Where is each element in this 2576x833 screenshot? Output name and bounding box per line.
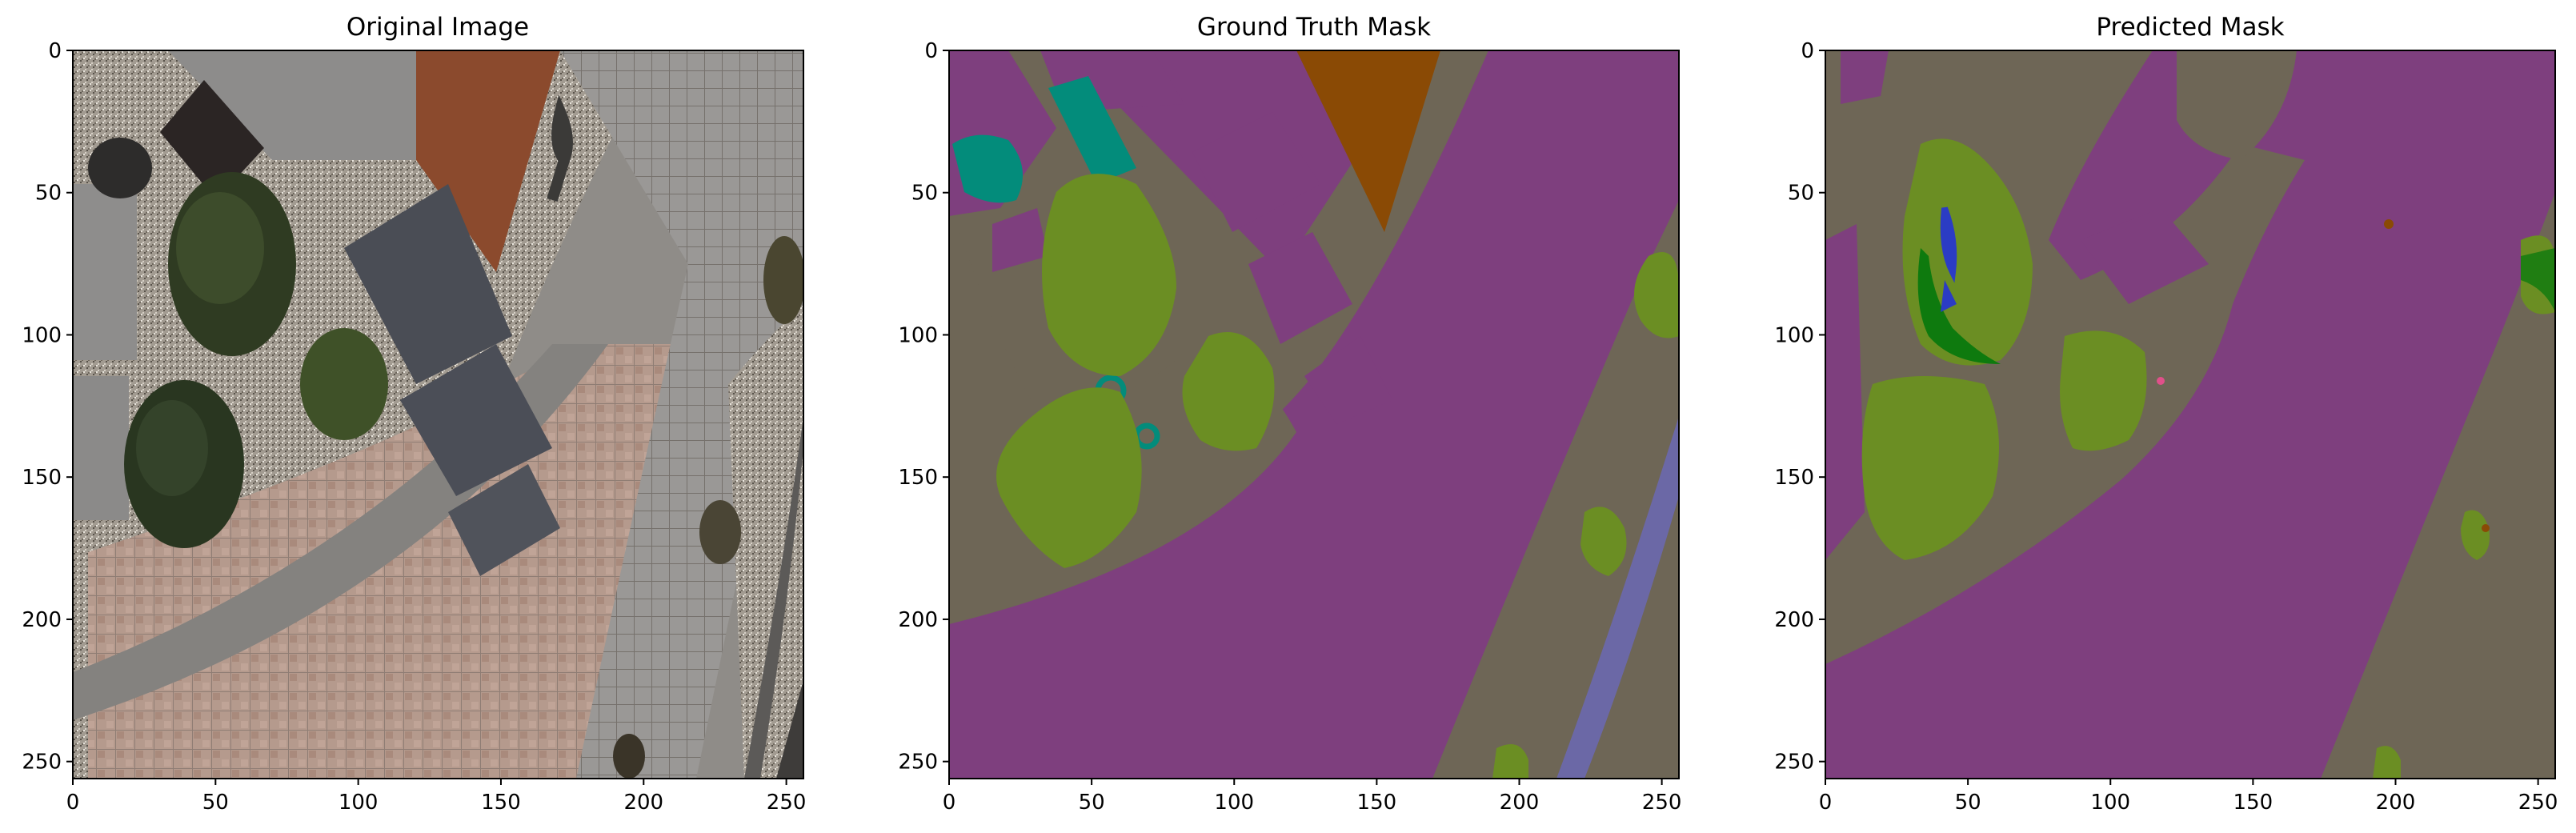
y-axis-ticks: 0 50 100 150 200 250 bbox=[1774, 39, 1825, 775]
y-tick-label: 200 bbox=[898, 608, 938, 632]
right-paved-strip bbox=[2321, 192, 2555, 779]
panel-predicted-mask: Predicted Mask bbox=[1774, 13, 2558, 815]
chart-title: Predicted Mask bbox=[2096, 13, 2284, 42]
chart-title: Original Image bbox=[347, 13, 529, 42]
x-tick-label: 100 bbox=[1214, 791, 1254, 815]
teal-region bbox=[1048, 76, 1136, 184]
y-tick-label: 200 bbox=[22, 608, 62, 632]
y-axis-ticks: 0 50 100 150 200 250 bbox=[22, 39, 73, 775]
x-tick-label: 0 bbox=[66, 791, 80, 815]
vegetation-region bbox=[1042, 174, 1176, 376]
y-tick-label: 250 bbox=[22, 751, 62, 775]
y-axis-ticks: 0 50 100 150 200 250 bbox=[898, 39, 949, 775]
x-axis-ticks: 0 50 100 150 200 250 bbox=[66, 779, 807, 815]
right-paved-strip bbox=[560, 50, 803, 779]
y-tick-label: 100 bbox=[22, 323, 62, 347]
y-tick-label: 250 bbox=[1774, 751, 1814, 775]
x-tick-label: 150 bbox=[2233, 791, 2274, 815]
x-tick-label: 250 bbox=[767, 791, 807, 815]
y-tick-label: 50 bbox=[911, 182, 938, 206]
x-tick-label: 100 bbox=[339, 791, 379, 815]
y-tick-label: 50 bbox=[1788, 182, 1814, 206]
panel-original-image: Original Image bbox=[22, 13, 806, 815]
x-tick-label: 250 bbox=[1642, 791, 1682, 815]
x-axis-ticks: 0 50 100 150 200 250 bbox=[1819, 779, 2558, 815]
y-tick-label: 150 bbox=[22, 466, 62, 490]
x-tick-label: 0 bbox=[1819, 791, 1833, 815]
x-tick-label: 200 bbox=[2376, 791, 2416, 815]
x-tick-label: 50 bbox=[202, 791, 229, 815]
y-tick-label: 0 bbox=[1801, 39, 1814, 63]
mask-area bbox=[1825, 50, 2555, 779]
mask-area bbox=[949, 50, 1679, 779]
x-tick-label: 150 bbox=[481, 791, 521, 815]
x-axis-ticks: 0 50 100 150 200 250 bbox=[943, 779, 1682, 815]
x-tick-label: 50 bbox=[1955, 791, 1981, 815]
y-tick-label: 200 bbox=[1774, 608, 1814, 632]
y-tick-label: 250 bbox=[898, 751, 938, 775]
y-tick-label: 100 bbox=[898, 323, 938, 347]
chart-title: Ground Truth Mask bbox=[1197, 13, 1431, 42]
y-tick-label: 0 bbox=[48, 39, 62, 63]
x-tick-label: 100 bbox=[2090, 791, 2130, 815]
image-area bbox=[73, 50, 803, 779]
x-tick-label: 50 bbox=[1079, 791, 1105, 815]
x-tick-label: 250 bbox=[2518, 791, 2558, 815]
y-tick-label: 150 bbox=[1774, 466, 1814, 490]
y-tick-label: 100 bbox=[1774, 323, 1814, 347]
orange-region bbox=[1296, 50, 1440, 232]
panel-ground-truth-mask: Ground Truth Mask bbox=[898, 13, 1681, 815]
y-tick-label: 50 bbox=[35, 182, 62, 206]
x-tick-label: 200 bbox=[623, 791, 663, 815]
x-tick-label: 200 bbox=[1500, 791, 1540, 815]
y-tick-label: 0 bbox=[924, 39, 938, 63]
x-tick-label: 150 bbox=[1357, 791, 1397, 815]
x-tick-label: 0 bbox=[943, 791, 956, 815]
y-tick-label: 150 bbox=[898, 466, 938, 490]
